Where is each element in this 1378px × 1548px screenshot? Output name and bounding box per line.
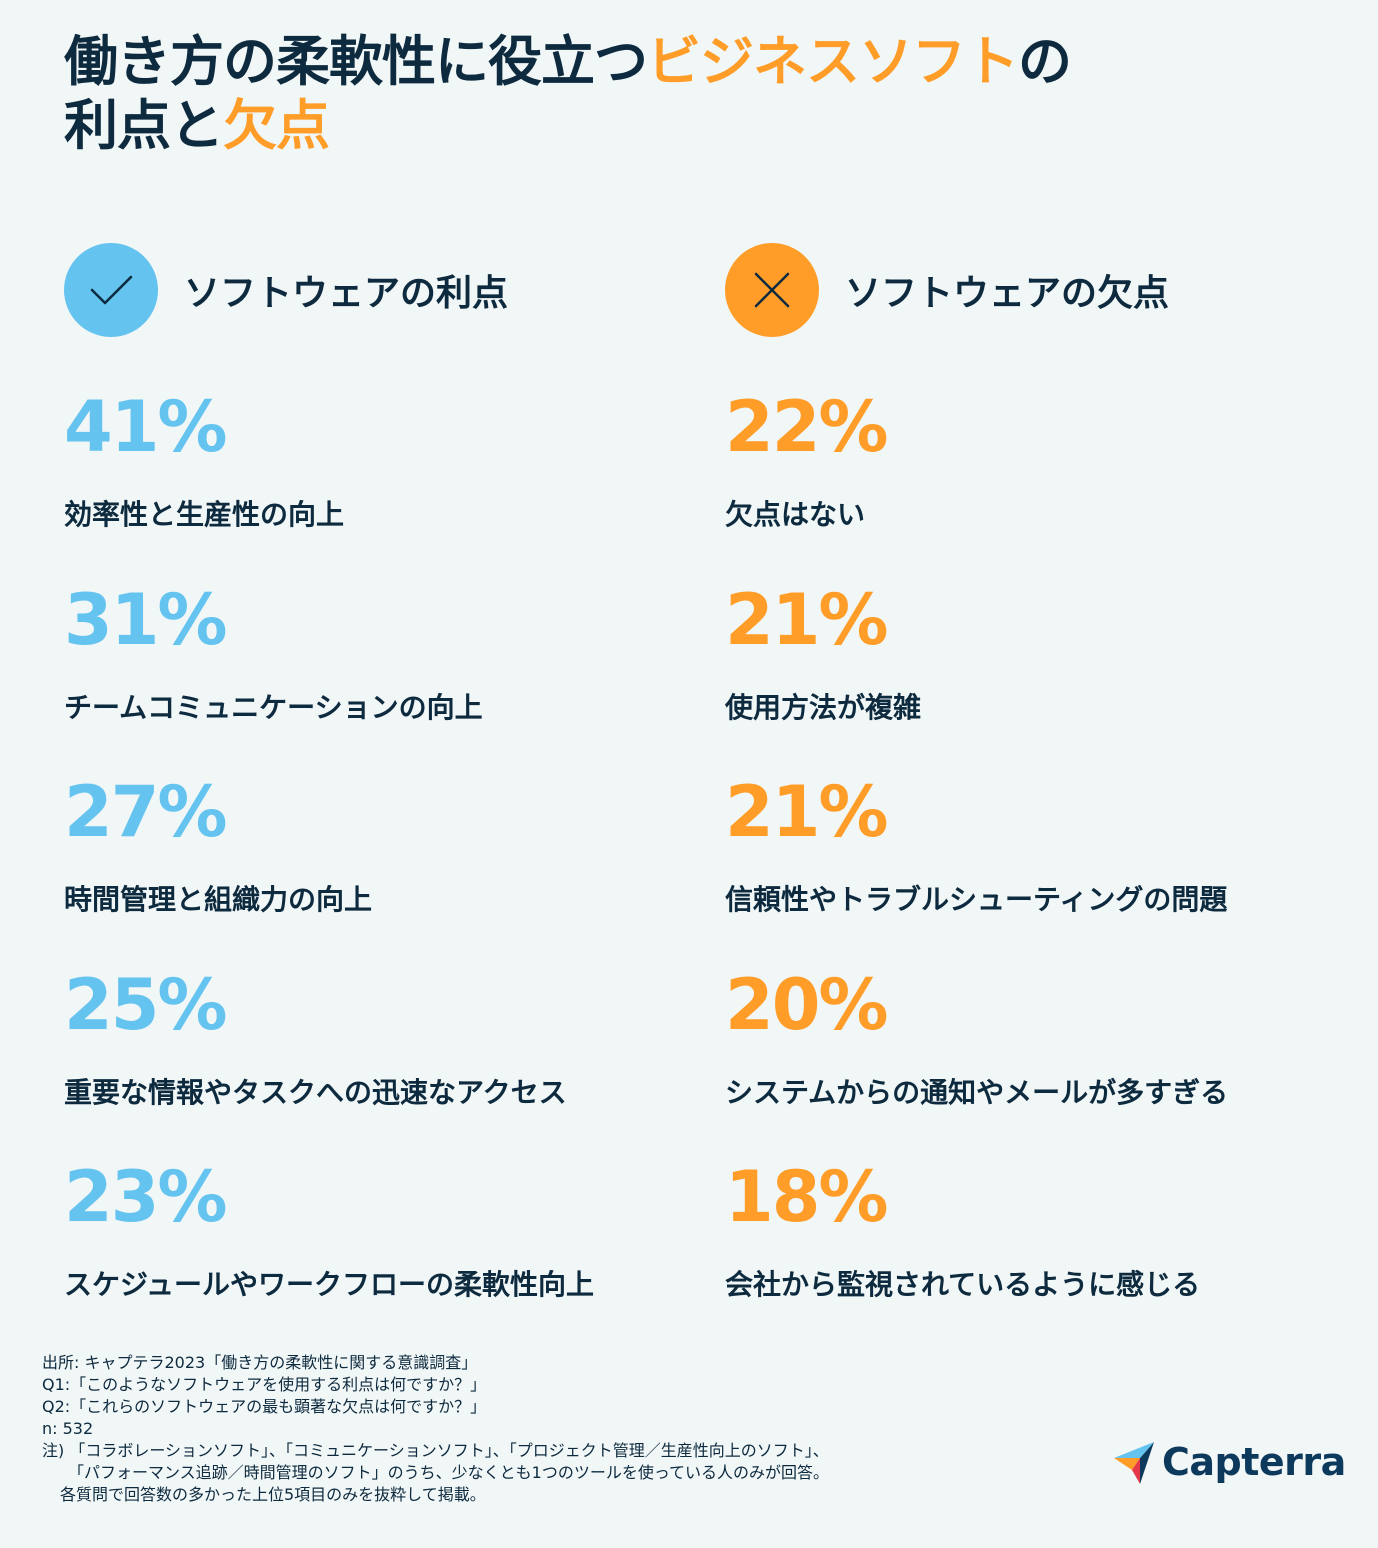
benefits-header: ソフトウェアの利点: [64, 243, 508, 337]
page-title: 働き方の柔軟性に役立つビジネスソフトの 利点と欠点: [64, 30, 1072, 158]
cross-icon: [725, 243, 819, 337]
footnote-q1: Q1:「このようなソフトウェアを使用する利点は何ですか？」: [42, 1375, 487, 1394]
drawback-percent: 21%: [725, 579, 889, 661]
benefit-label: 時間管理と組織力の向上: [64, 883, 373, 916]
drawback-percent: 21%: [725, 771, 889, 853]
footnote-note3: 各質問で回答数の多かった上位5項目のみを抜粋して掲載。: [60, 1485, 486, 1504]
title-part: 利点と: [64, 94, 224, 157]
drawbacks-header: ソフトウェアの欠点: [725, 243, 1169, 337]
benefit-item: 27% 時間管理と組織力の向上: [64, 777, 372, 917]
drawback-label: 会社から監視されているように感じる: [725, 1268, 1201, 1301]
drawback-item: 22% 欠点はない: [725, 386, 889, 532]
footnote-note2: 「パフォーマンス追跡／時間管理のソフト」のうち、少なくとも1つのツールを使ってい…: [68, 1463, 830, 1482]
drawback-item: 21% 信頼性やトラブルシューティングの問題: [725, 777, 1227, 917]
title-part: 働き方の柔軟性に役立つ: [64, 30, 648, 93]
drawback-label: 信頼性やトラブルシューティングの問題: [725, 883, 1228, 916]
benefit-percent: 27%: [64, 771, 228, 853]
drawback-label: システムからの通知やメールが多すぎる: [725, 1076, 1229, 1109]
benefit-item: 41% 効率性と生産性の向上: [64, 392, 344, 532]
footnote-n: n: 532: [42, 1419, 94, 1438]
title-line-2: 利点と欠点: [64, 94, 1071, 158]
capterra-logo: Capterra: [1114, 1440, 1346, 1484]
drawback-item: 18% 会社から監視されているように感じる: [725, 1162, 1200, 1302]
drawback-percent: 18%: [725, 1156, 889, 1238]
title-part: の: [1018, 30, 1072, 93]
footnote-note1: 注) 「コラボレーションソフト」、「コミュニケーションソフト」、「プロジェクト管…: [42, 1441, 829, 1460]
benefit-percent: 23%: [64, 1156, 228, 1238]
benefit-item: 25% 重要な情報やタスクへの迅速なアクセス: [64, 970, 567, 1110]
benefit-label: チームコミュニケーションの向上: [64, 691, 483, 724]
benefit-percent: 25%: [64, 964, 228, 1046]
drawback-percent: 22%: [725, 386, 889, 468]
check-icon: [64, 243, 158, 337]
benefit-label: スケジュールやワークフローの柔軟性向上: [64, 1268, 595, 1301]
benefit-percent: 31%: [64, 579, 228, 661]
benefits-heading: ソフトウェアの利点: [184, 273, 509, 314]
title-accent: 欠点: [223, 94, 330, 157]
drawback-percent: 20%: [725, 964, 889, 1046]
title-line-1: 働き方の柔軟性に役立つビジネスソフトの: [64, 30, 1072, 94]
drawback-label: 欠点はない: [725, 498, 866, 531]
footnote: 出所: キャプテラ2023「働き方の柔軟性に関する意識調査」 Q1:「このような…: [42, 1352, 829, 1506]
footnote-source: 出所: キャプテラ2023「働き方の柔軟性に関する意識調査」: [42, 1353, 478, 1372]
drawback-item: 21% 使用方法が複雑: [725, 585, 921, 725]
brand-name: Capterra: [1162, 1440, 1346, 1484]
capterra-arrow-icon: [1114, 1442, 1154, 1484]
benefit-item: 31% チームコミュニケーションの向上: [64, 585, 483, 725]
drawback-label: 使用方法が複雑: [725, 691, 922, 724]
benefit-label: 効率性と生産性の向上: [64, 498, 345, 531]
drawback-item: 20% システムからの通知やメールが多すぎる: [725, 970, 1228, 1110]
title-accent: ビジネスソフト: [647, 30, 1019, 93]
footnote-q2: Q2:「これらのソフトウェアの最も顕著な欠点は何ですか？」: [42, 1397, 487, 1416]
benefit-percent: 41%: [64, 386, 228, 468]
benefit-item: 23% スケジュールやワークフローの柔軟性向上: [64, 1162, 594, 1302]
drawbacks-heading: ソフトウェアの欠点: [845, 273, 1170, 314]
benefit-label: 重要な情報やタスクへの迅速なアクセス: [64, 1076, 567, 1109]
